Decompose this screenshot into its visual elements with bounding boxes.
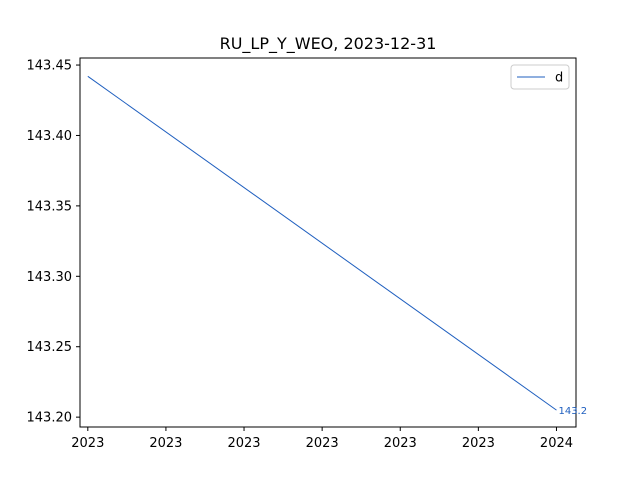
y-tick-label: 143.40 [27, 129, 73, 144]
x-tick-label: 2023 [227, 436, 260, 451]
end-value-label: 143.2 [558, 406, 587, 417]
chart-title: RU_LP_Y_WEO, 2023-12-31 [220, 34, 437, 54]
y-tick-label: 143.30 [27, 270, 73, 285]
plot-area [79, 57, 577, 428]
y-tick-label: 143.45 [27, 59, 73, 74]
series-line-d [87, 75, 557, 411]
x-tick-label: 2023 [71, 436, 104, 451]
y-tick-label: 143.25 [27, 340, 73, 355]
y-axis: 143.20 143.25 143.30 143.35 143.40 143.45 [27, 59, 80, 426]
series-layer: 143.2 [87, 75, 587, 417]
y-tick-label: 143.35 [27, 199, 73, 214]
x-tick-label: 2023 [462, 436, 495, 451]
x-tick-label: 2023 [306, 436, 339, 451]
legend-label: d [555, 71, 563, 86]
x-tick-label: 2023 [384, 436, 417, 451]
x-axis: 2023 2023 2023 2023 2023 2023 2024 [71, 427, 573, 451]
y-tick-label: 143.20 [27, 411, 73, 426]
legend: d [510, 64, 570, 90]
x-tick-label: 2024 [540, 436, 573, 451]
x-tick-label: 2023 [149, 436, 182, 451]
